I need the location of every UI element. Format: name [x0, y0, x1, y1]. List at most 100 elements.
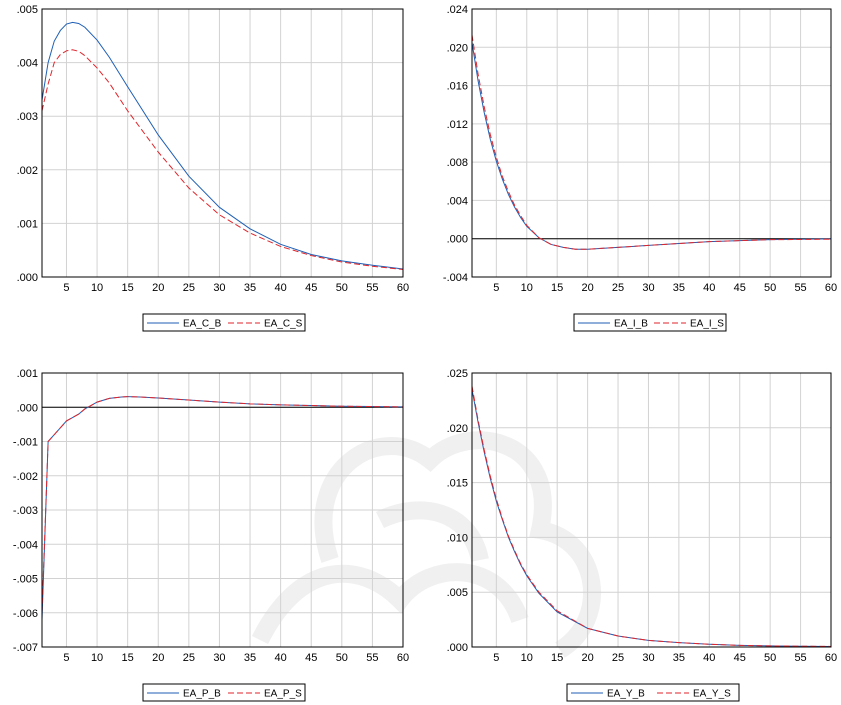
x-tick-label: 20 [152, 652, 164, 664]
x-tick-label: 45 [734, 282, 746, 294]
y-tick-label: .000 [447, 642, 468, 654]
x-tick-label: 25 [183, 652, 195, 664]
x-tick-label: 10 [521, 652, 533, 664]
legend-label: EA_C_S [264, 319, 303, 330]
y-tick-label: .000 [17, 402, 38, 414]
x-tick-label: 5 [493, 652, 499, 664]
series-line-ea-i-s [471, 34, 832, 250]
chart-panel-2: 5 10 15 20 25 30 35 40 45 50 55 60 -.004 .000 .004 .008… [443, 4, 837, 332]
y-tick-label: .002 [17, 165, 38, 177]
series-line-ea-p-b [41, 396, 404, 620]
plot-frame [471, 372, 832, 648]
y-tick-label: .015 [447, 478, 468, 490]
x-tick-label: 10 [91, 282, 103, 294]
legend-label: EA_I_B [614, 319, 648, 330]
x-tick-label: 35 [673, 652, 685, 664]
legend-frame [142, 683, 306, 702]
y-tick-label: .005 [447, 587, 468, 599]
x-tick-label: 20 [581, 652, 593, 664]
y-tick-label: .008 [447, 157, 468, 169]
x-tick-label: 5 [63, 282, 69, 294]
chart-panel-3: 5 10 15 20 25 30 35 40 45 50 55 60 -.007 -.006 -.005 -.… [13, 368, 409, 702]
x-tick-label: 30 [642, 282, 654, 294]
y-tick-label: .000 [17, 272, 38, 284]
legend-label: EA_Y_B [607, 689, 645, 700]
y-tick-label: -.007 [13, 642, 38, 654]
plot-frame [41, 372, 404, 648]
y-tick-label: -.004 [13, 539, 38, 551]
x-tick-label: 25 [612, 652, 624, 664]
series-line-ea-i-b [471, 42, 832, 250]
legend-frame [566, 683, 740, 702]
x-tick-label: 5 [63, 652, 69, 664]
y-tick-label: -.001 [13, 437, 38, 449]
x-tick-label: 25 [183, 282, 195, 294]
x-tick-label: 40 [275, 282, 287, 294]
legend-label: EA_P_B [183, 689, 221, 700]
legend-label: EA_I_S [690, 319, 724, 330]
y-tick-label: .001 [17, 368, 38, 380]
legend: EA_I_B EA_I_S [573, 313, 727, 332]
x-tick-label: 35 [244, 282, 256, 294]
x-tick-label: 45 [305, 282, 317, 294]
y-tick-label: .001 [17, 218, 38, 230]
y-tick-label: .000 [447, 234, 468, 246]
legend-label: EA_Y_S [693, 689, 731, 700]
x-tick-label: 15 [551, 282, 563, 294]
y-tick-label: -.004 [443, 272, 468, 284]
legend-label: EA_P_S [264, 689, 302, 700]
x-tick-label: 15 [122, 282, 134, 294]
x-tick-label: 60 [397, 282, 409, 294]
x-tick-label: 30 [213, 282, 225, 294]
x-tick-label: 40 [703, 652, 715, 664]
legend-label: EA_C_B [183, 319, 222, 330]
series-line-ea-c-b [41, 21, 404, 270]
x-tick-label: 35 [244, 652, 256, 664]
x-tick-label: 10 [521, 282, 533, 294]
x-tick-label: 40 [703, 282, 715, 294]
x-tick-label: 40 [275, 652, 287, 664]
plot-frame [471, 8, 832, 278]
legend-frame [142, 313, 306, 332]
y-tick-label: .005 [17, 4, 38, 16]
x-tick-label: 55 [366, 282, 378, 294]
x-tick-label: 50 [764, 652, 776, 664]
y-tick-label: .003 [17, 111, 38, 123]
x-tick-label: 60 [825, 282, 837, 294]
x-tick-label: 35 [673, 282, 685, 294]
x-tick-label: 50 [764, 282, 776, 294]
y-tick-label: .020 [447, 423, 468, 435]
x-tick-label: 5 [493, 282, 499, 294]
legend: EA_P_B EA_P_S [142, 683, 306, 702]
x-tick-label: 30 [213, 652, 225, 664]
legend: EA_C_B EA_C_S [142, 313, 306, 332]
series-line-ea-c-s [41, 49, 404, 270]
x-tick-label: 55 [366, 652, 378, 664]
y-tick-label: .012 [447, 119, 468, 131]
y-tick-label: .024 [447, 4, 468, 16]
y-tick-label: -.005 [13, 574, 38, 586]
x-tick-label: 50 [336, 652, 348, 664]
x-tick-label: 15 [551, 652, 563, 664]
x-tick-label: 60 [397, 652, 409, 664]
legend: EA_Y_B EA_Y_S [566, 683, 740, 702]
chart-panel-4: 5 10 15 20 25 30 35 40 45 50 55 60 .000 .005 .010 .015.… [447, 368, 837, 702]
y-tick-label: .016 [447, 81, 468, 93]
y-tick-label: .004 [447, 195, 468, 207]
y-tick-label: -.002 [13, 471, 38, 483]
x-tick-label: 30 [642, 652, 654, 664]
x-tick-label: 20 [581, 282, 593, 294]
x-tick-label: 45 [734, 652, 746, 664]
x-tick-label: 45 [305, 652, 317, 664]
y-tick-label: .020 [447, 42, 468, 54]
y-tick-label: .025 [447, 368, 468, 380]
series-line-ea-y-s [471, 386, 832, 647]
y-tick-label: .010 [447, 532, 468, 544]
x-tick-label: 25 [612, 282, 624, 294]
x-tick-label: 10 [91, 652, 103, 664]
x-tick-label: 20 [152, 282, 164, 294]
y-tick-label: -.003 [13, 505, 38, 517]
y-tick-label: -.006 [13, 608, 38, 620]
x-tick-label: 15 [122, 652, 134, 664]
